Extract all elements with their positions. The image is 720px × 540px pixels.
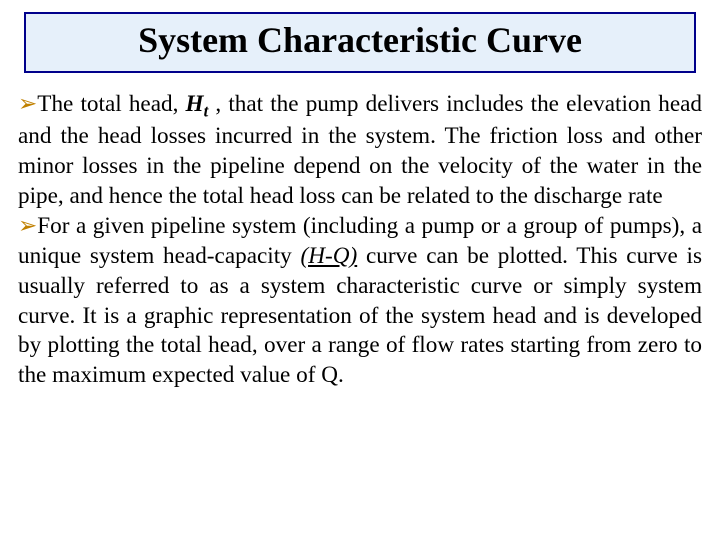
bullet-icon: ➢ xyxy=(18,212,37,238)
slide-title: System Characteristic Curve xyxy=(36,20,684,61)
title-box: System Characteristic Curve xyxy=(24,12,696,73)
para1-var: H xyxy=(186,91,204,117)
body-text: ➢The total head, Ht , that the pump deli… xyxy=(18,89,702,390)
para2-hq: (H-Q) xyxy=(301,243,358,269)
bullet-icon: ➢ xyxy=(18,90,37,116)
para1-text-a: The total head, xyxy=(37,91,185,117)
slide: System Characteristic Curve ➢The total h… xyxy=(0,0,720,540)
